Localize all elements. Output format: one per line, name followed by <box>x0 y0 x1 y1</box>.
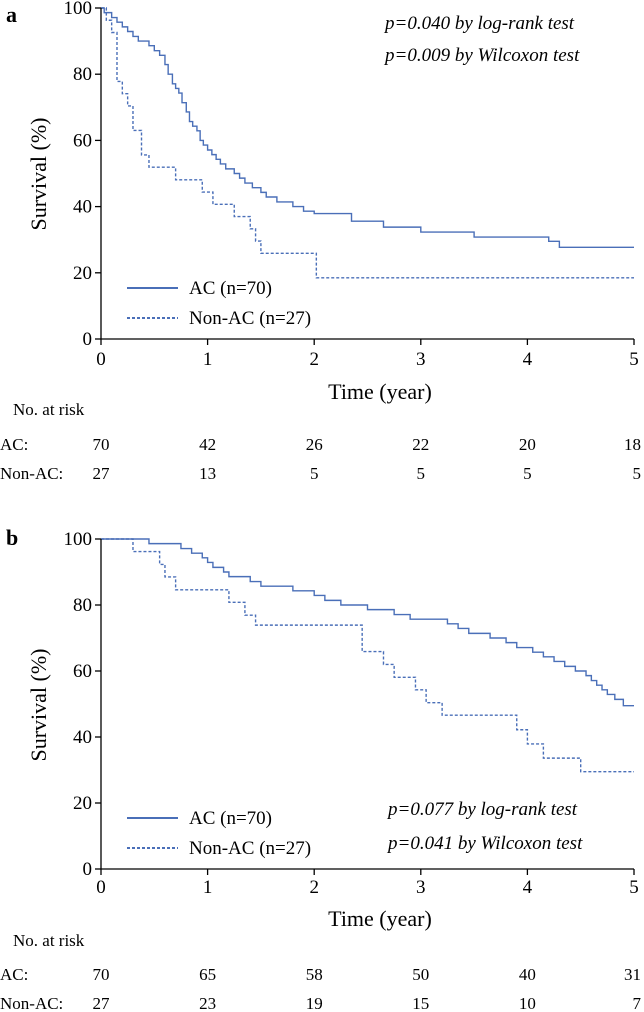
panel-b-risk-values: 70 65 58 50 40 31 27 23 19 15 10 7 <box>93 965 642 1012</box>
panel-b-pvalue-logrank: p=0.077 by log-rank test <box>386 799 578 820</box>
legend-nonac-label: Non-AC (n=27) <box>189 838 311 859</box>
x-tick-label: 3 <box>416 877 426 898</box>
panel-a-pvalue-logrank: p=0.040 by log-rank test <box>383 13 575 34</box>
risk-value: 27 <box>93 994 111 1012</box>
y-tick-label: 0 <box>83 329 93 350</box>
risk-value: 70 <box>93 435 110 454</box>
y-tick-label: 100 <box>64 0 93 19</box>
risk-value: 19 <box>306 994 323 1012</box>
risk-value: 5 <box>523 464 532 483</box>
risk-value: 23 <box>199 994 216 1012</box>
risk-value: 58 <box>306 965 323 984</box>
risk-row-label-nonac: Non-AC: <box>0 994 63 1012</box>
panel-a-axes <box>100 8 634 340</box>
x-tick-label: 3 <box>416 349 426 370</box>
legend-ac-label: AC (n=70) <box>189 278 272 299</box>
y-tick-label: 100 <box>64 529 93 550</box>
risk-value: 13 <box>199 464 216 483</box>
risk-value: 18 <box>624 435 641 454</box>
y-tick-label: 40 <box>73 727 92 748</box>
risk-value: 5 <box>633 464 642 483</box>
risk-value: 15 <box>412 994 429 1012</box>
panel-a-xlabel: Time (year) <box>328 379 432 404</box>
x-tick-label: 5 <box>629 349 639 370</box>
panel-b-xlabel: Time (year) <box>328 906 432 931</box>
panel-label-b: b <box>6 525 18 550</box>
risk-table-title: No. at risk <box>13 400 85 419</box>
y-tick-label: 60 <box>73 130 92 151</box>
risk-value: 20 <box>519 435 536 454</box>
panel-b-legend: AC (n=70) Non-AC (n=27) <box>127 808 311 859</box>
legend-nonac-label: Non-AC (n=27) <box>189 308 311 329</box>
x-tick-label: 2 <box>309 349 319 370</box>
panel-b-axes <box>100 539 634 870</box>
risk-value: 5 <box>417 464 426 483</box>
risk-value: 22 <box>412 435 429 454</box>
risk-value: 40 <box>519 965 536 984</box>
x-tick-label: 0 <box>96 877 106 898</box>
panel-a-risk-table: No. at risk AC: Non-AC: 70 42 26 22 20 18 27 13… <box>0 400 641 483</box>
y-tick-label: 80 <box>73 595 92 616</box>
panel-b-curves <box>101 538 634 773</box>
y-tick-label: 80 <box>73 64 92 85</box>
x-tick-label: 4 <box>523 349 533 370</box>
ac-survival-curve <box>101 538 634 707</box>
risk-value: 10 <box>519 994 536 1012</box>
x-tick-label: 1 <box>203 349 213 370</box>
legend-ac-label: AC (n=70) <box>189 808 272 829</box>
risk-value: 50 <box>412 965 429 984</box>
risk-value: 70 <box>93 965 110 984</box>
y-tick-label: 20 <box>73 793 92 814</box>
panel-a-curves <box>101 7 634 279</box>
risk-row-label-ac: AC: <box>0 965 28 984</box>
risk-value: 26 <box>306 435 323 454</box>
panel-a-pvalue-wilcoxon: p=0.009 by Wilcoxon test <box>383 45 580 66</box>
risk-value: 5 <box>310 464 319 483</box>
y-tick-label: 40 <box>73 197 92 218</box>
y-tick-label: 20 <box>73 263 92 284</box>
risk-row-label-ac: AC: <box>0 435 28 454</box>
panel-b-pvalue-wilcoxon: p=0.041 by Wilcoxon test <box>386 833 583 854</box>
panel-b-ticks: 0 20 40 60 80 100 0 1 2 3 4 5 <box>64 529 639 898</box>
x-tick-label: 0 <box>96 349 106 370</box>
risk-table-title: No. at risk <box>13 931 85 950</box>
panel-a-ylabel: Survival (%) <box>26 117 51 230</box>
panel-b-ylabel: Survival (%) <box>26 648 51 761</box>
risk-value: 27 <box>93 464 111 483</box>
y-tick-label: 0 <box>83 859 93 880</box>
risk-value: 65 <box>199 965 216 984</box>
ac-survival-curve <box>101 7 634 249</box>
x-tick-label: 5 <box>629 877 639 898</box>
panel-a-legend: AC (n=70) Non-AC (n=27) <box>127 278 311 329</box>
x-tick-label: 1 <box>203 877 213 898</box>
panel-a-risk-values: 70 42 26 22 20 18 27 13 5 5 5 5 <box>93 435 642 483</box>
panel-a: a 0 20 40 60 80 100 0 1 2 3 4 5 Time (year) Surviva… <box>0 0 641 483</box>
risk-row-label-nonac: Non-AC: <box>0 464 63 483</box>
panel-b-risk-table: No. at risk AC: Non-AC: 70 65 58 50 40 31 27 23… <box>0 931 642 1012</box>
x-tick-label: 4 <box>523 877 533 898</box>
risk-value: 31 <box>624 965 641 984</box>
risk-value: 7 <box>633 994 642 1012</box>
nonac-survival-curve <box>101 538 634 773</box>
risk-value: 42 <box>199 435 216 454</box>
panel-label-a: a <box>6 2 17 27</box>
panel-a-ticks: 0 20 40 60 80 100 0 1 2 3 4 5 <box>64 0 639 370</box>
x-tick-label: 2 <box>309 877 319 898</box>
y-tick-label: 60 <box>73 661 92 682</box>
